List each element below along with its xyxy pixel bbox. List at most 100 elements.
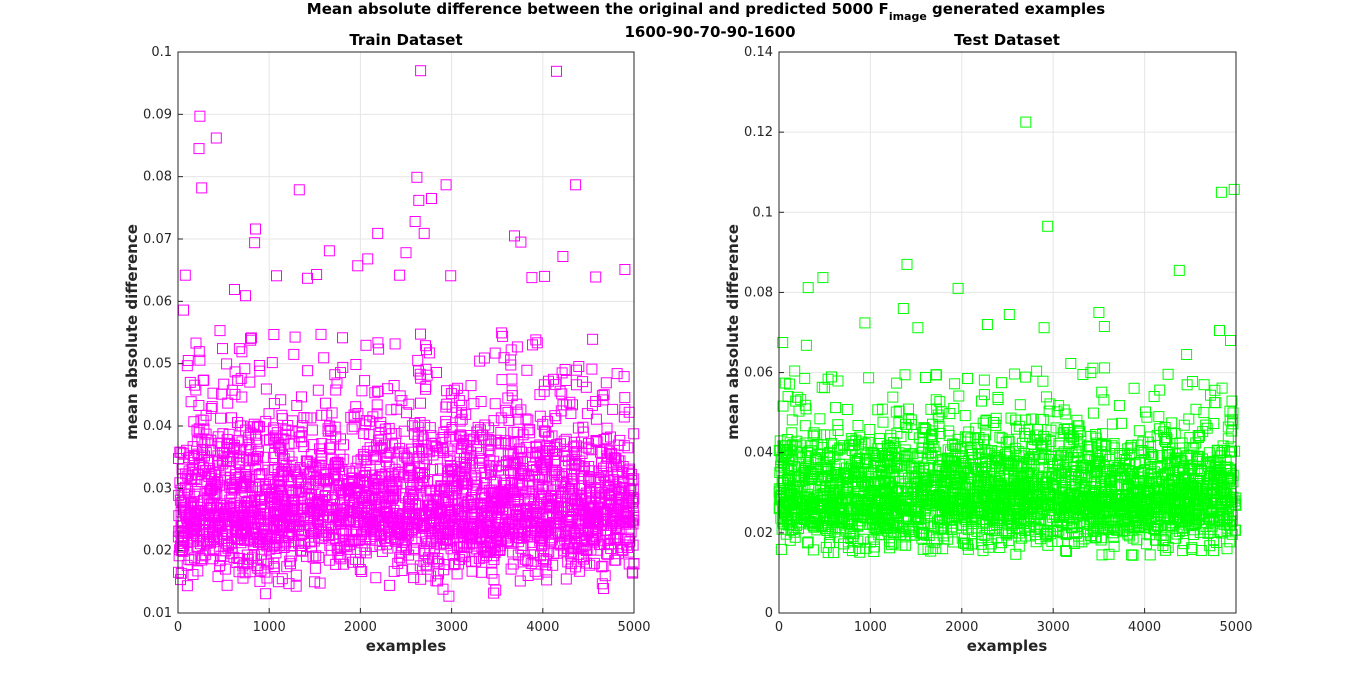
train-data-point [615,541,627,553]
train-data-point [438,482,450,494]
train-data-point [466,556,477,568]
train-data-point [323,529,335,541]
train-data-point [496,460,508,472]
train-data-point [206,401,218,413]
train-data-point [460,485,472,497]
train-data-point [540,448,552,460]
test-grid [779,52,1236,613]
train-data-point [520,486,532,498]
train-data-point [275,394,287,406]
train-xtick-label: 3000 [435,620,468,635]
train-data-point [560,526,572,538]
train-data-point [313,531,325,543]
train-data-point [244,376,256,388]
train-data-point [197,550,209,562]
train-data-point [492,522,504,533]
train-data-point [373,427,385,439]
train-data-point [192,505,203,517]
train-data-point [486,556,498,568]
train-data-point [315,328,327,340]
train-data-point [580,381,592,393]
train-data-point [539,559,551,571]
train-data-point [531,337,543,349]
train-data-point [570,458,582,470]
test-data-point [1014,399,1026,411]
train-data-point [485,469,497,481]
train-data-point [303,468,315,480]
train-data-point [408,572,420,584]
train-data-point [620,518,632,530]
train-data-point [560,449,572,461]
train-data-point [212,450,224,462]
train-data-point [524,510,536,522]
train-data-point [318,352,330,364]
train-data-point [253,360,265,371]
test-data-point [990,419,1002,431]
train-data-point [603,480,615,492]
train-data-point [239,526,251,538]
train-data-point [495,427,507,438]
train-data-point [581,487,593,499]
train-data-point [334,551,346,563]
test-data-point [930,369,942,381]
test-data-point [1216,382,1228,394]
test-data-point [1224,414,1236,426]
train-data-point [375,441,387,453]
train-data-point [342,478,354,490]
train-data-point [311,269,323,280]
test-data-point [1153,423,1165,435]
train-data-point [516,532,527,544]
train-data-point [419,459,431,471]
train-data-point [582,515,594,527]
test-data-point [1003,535,1015,547]
train-axes-box [177,51,635,614]
train-data-point [528,494,540,506]
train-data-point [538,553,549,564]
train-data-point [562,492,574,504]
train-data-point [490,541,501,553]
train-data-point [442,504,454,516]
train-data-point [207,490,219,502]
train-data-point [571,379,582,391]
train-data-point [271,270,282,282]
train-data-point [478,544,490,556]
train-data-point [556,388,568,400]
train-markers [172,65,640,602]
train-data-point [590,271,602,283]
test-data-point [992,391,1004,403]
train-data-point [572,508,584,520]
train-data-point [326,407,338,419]
train-data-point [467,499,479,511]
train-data-point [325,425,337,437]
train-data-point [394,269,406,281]
train-data-point [321,475,333,487]
train-data-point [560,573,572,585]
train-xticks: 0 1000 2000 3000 4000 5000 [174,608,651,635]
train-data-point [515,236,527,248]
train-data-point [426,193,437,204]
train-data-point [421,369,433,381]
test-data-point [786,414,798,426]
train-data-point [262,533,273,545]
train-data-point [458,541,470,553]
train-data-point [335,518,347,530]
train-data-point [560,399,572,411]
train-data-point [603,475,615,487]
train-data-point [539,426,551,438]
train-data-point [194,110,206,122]
train-data-point [229,284,240,295]
test-data-point [775,543,787,555]
train-data-point [514,503,526,515]
train-data-point [180,468,192,480]
train-data-point [386,468,398,480]
train-data-point [434,463,446,475]
train-data-point [243,495,255,507]
train-data-point [214,325,226,337]
train-data-point [440,415,452,427]
train-data-point [602,482,614,494]
train-data-point [353,556,365,568]
test-data-point [992,394,1004,406]
test-data-point [903,403,914,415]
train-data-point [269,539,281,551]
train-data-point [324,442,336,454]
